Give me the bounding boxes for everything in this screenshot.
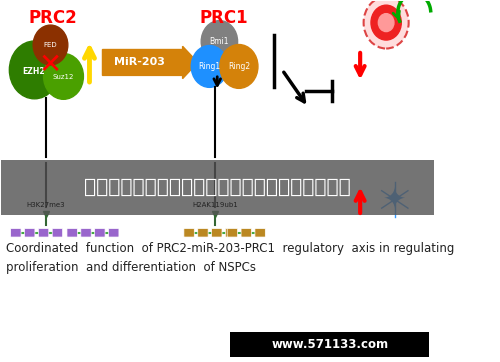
FancyBboxPatch shape — [0, 160, 434, 215]
Text: Ring1: Ring1 — [198, 62, 220, 71]
FancyBboxPatch shape — [24, 228, 35, 237]
FancyBboxPatch shape — [10, 228, 21, 237]
FancyBboxPatch shape — [184, 228, 194, 237]
Text: PRC2: PRC2 — [28, 9, 77, 27]
Circle shape — [371, 5, 402, 40]
FancyArrow shape — [102, 46, 198, 79]
Text: PRC1: PRC1 — [200, 9, 248, 27]
FancyBboxPatch shape — [227, 228, 237, 237]
FancyBboxPatch shape — [230, 332, 430, 357]
Text: Bmi1: Bmi1 — [210, 37, 229, 46]
FancyBboxPatch shape — [94, 228, 105, 237]
Text: Coordinated  function  of PRC2-miR-203-PRC1  regulatory  axis in regulating
prol: Coordinated function of PRC2-miR-203-PRC… — [6, 242, 454, 274]
Circle shape — [44, 54, 84, 99]
FancyBboxPatch shape — [81, 228, 91, 237]
FancyBboxPatch shape — [198, 228, 208, 237]
Text: Ring2: Ring2 — [228, 62, 250, 71]
FancyBboxPatch shape — [255, 228, 266, 237]
FancyBboxPatch shape — [67, 228, 78, 237]
Circle shape — [10, 41, 59, 99]
Text: MiR-203: MiR-203 — [114, 58, 164, 67]
Text: ✕: ✕ — [39, 51, 62, 79]
FancyBboxPatch shape — [241, 228, 252, 237]
Text: ✦: ✦ — [383, 185, 406, 214]
Circle shape — [33, 25, 68, 65]
Circle shape — [220, 45, 258, 88]
FancyBboxPatch shape — [212, 228, 222, 237]
Text: Suz12: Suz12 — [53, 75, 74, 80]
Text: www.571133.com: www.571133.com — [272, 338, 388, 352]
Text: H2AK119ub1: H2AK119ub1 — [192, 202, 238, 208]
FancyBboxPatch shape — [108, 228, 119, 237]
Circle shape — [364, 0, 408, 49]
Circle shape — [201, 21, 237, 63]
Circle shape — [378, 14, 394, 31]
FancyBboxPatch shape — [52, 228, 62, 237]
Text: 高血糖调节的关键机制与有效干预策略探索与应用: 高血糖调节的关键机制与有效干预策略探索与应用 — [84, 178, 350, 197]
Text: H3K27me3: H3K27me3 — [27, 202, 66, 208]
Text: FED: FED — [44, 42, 58, 48]
FancyBboxPatch shape — [38, 228, 49, 237]
Text: EZH2: EZH2 — [22, 67, 44, 76]
Circle shape — [192, 46, 228, 87]
FancyBboxPatch shape — [226, 228, 236, 237]
